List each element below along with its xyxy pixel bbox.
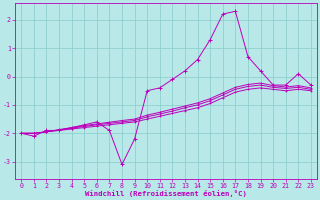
- X-axis label: Windchill (Refroidissement éolien,°C): Windchill (Refroidissement éolien,°C): [85, 190, 247, 197]
